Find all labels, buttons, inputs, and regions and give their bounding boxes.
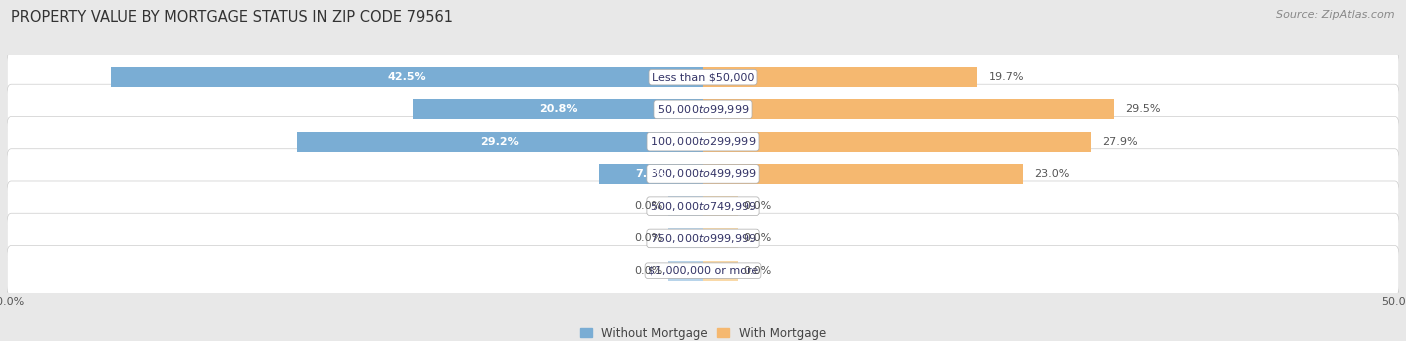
Text: $1,000,000 or more: $1,000,000 or more (648, 266, 758, 276)
Text: $300,000 to $499,999: $300,000 to $499,999 (650, 167, 756, 180)
Bar (111, 67, 703, 87)
Bar (703, 132, 1091, 152)
Text: 0.0%: 0.0% (744, 266, 772, 276)
Text: $750,000 to $999,999: $750,000 to $999,999 (650, 232, 756, 245)
FancyBboxPatch shape (7, 149, 1399, 199)
Text: 7.5%: 7.5% (636, 169, 666, 179)
FancyBboxPatch shape (7, 84, 1399, 135)
Bar (703, 196, 738, 216)
Bar (297, 132, 703, 152)
Text: PROPERTY VALUE BY MORTGAGE STATUS IN ZIP CODE 79561: PROPERTY VALUE BY MORTGAGE STATUS IN ZIP… (11, 10, 453, 25)
Bar (668, 228, 703, 249)
Bar (703, 99, 1114, 119)
Legend: Without Mortgage, With Mortgage: Without Mortgage, With Mortgage (581, 327, 825, 340)
Text: 23.0%: 23.0% (1035, 169, 1070, 179)
Text: 19.7%: 19.7% (988, 72, 1024, 82)
Bar (703, 228, 738, 249)
FancyBboxPatch shape (7, 117, 1399, 167)
Bar (599, 164, 703, 184)
Text: 0.0%: 0.0% (744, 201, 772, 211)
Bar (703, 67, 977, 87)
Text: 0.0%: 0.0% (744, 234, 772, 243)
FancyBboxPatch shape (7, 213, 1399, 264)
Text: 0.0%: 0.0% (634, 201, 662, 211)
Text: 20.8%: 20.8% (538, 104, 578, 114)
FancyBboxPatch shape (7, 246, 1399, 296)
FancyBboxPatch shape (7, 181, 1399, 231)
Text: 29.5%: 29.5% (1125, 104, 1160, 114)
Bar (668, 261, 703, 281)
Bar (703, 164, 1024, 184)
Text: $50,000 to $99,999: $50,000 to $99,999 (657, 103, 749, 116)
FancyBboxPatch shape (7, 52, 1399, 102)
Text: 0.0%: 0.0% (634, 266, 662, 276)
Text: 0.0%: 0.0% (634, 234, 662, 243)
Bar (703, 261, 738, 281)
Text: Less than $50,000: Less than $50,000 (652, 72, 754, 82)
Text: $500,000 to $749,999: $500,000 to $749,999 (650, 200, 756, 213)
Text: $100,000 to $299,999: $100,000 to $299,999 (650, 135, 756, 148)
Text: 42.5%: 42.5% (388, 72, 426, 82)
Text: 27.9%: 27.9% (1102, 137, 1137, 147)
Bar (413, 99, 703, 119)
Bar (668, 196, 703, 216)
Text: 29.2%: 29.2% (481, 137, 519, 147)
Text: Source: ZipAtlas.com: Source: ZipAtlas.com (1277, 10, 1395, 20)
